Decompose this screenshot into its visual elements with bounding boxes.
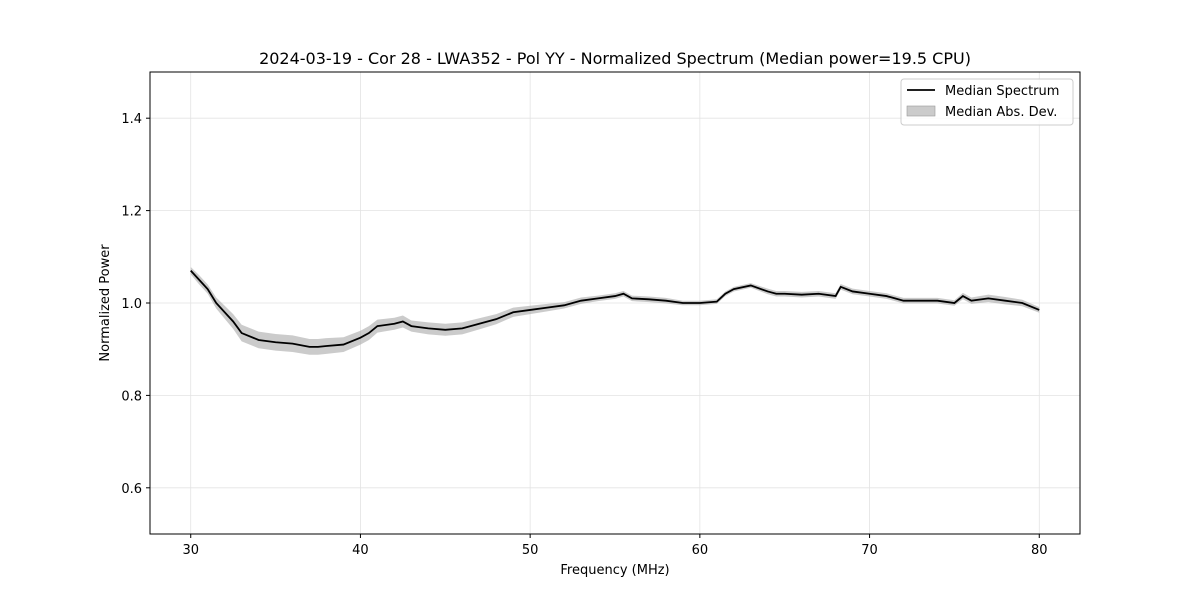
legend-box [900,78,1074,126]
legend-label-median-abs-dev: Median Abs. Dev. [945,105,1057,120]
x-axis-ticks: 30 40 50 60 70 80 [182,534,1048,558]
x-axis-label: Frequency (MHz) [560,563,669,578]
x-tick-label: 70 [861,543,878,558]
x-tick-label: 60 [692,543,709,558]
x-tick-label: 80 [1031,543,1048,558]
legend: Median Spectrum Median Abs. Dev. [900,78,1074,126]
chart-title: 2024-03-19 - Cor 28 - LWA352 - Pol YY - … [259,49,971,68]
legend-band-swatch [906,105,936,117]
y-axis-ticks: 0.6 0.8 1.0 1.2 1.4 [121,112,150,497]
x-tick-label: 30 [182,543,199,558]
y-tick-label: 1.2 [121,205,142,220]
y-axis-label: Normalized Power [98,244,113,362]
y-tick-label: 0.8 [121,389,142,404]
x-tick-label: 50 [522,543,539,558]
median-abs-dev-band [190,266,1040,355]
x-tick-label: 40 [352,543,369,558]
legend-label-median-spectrum: Median Spectrum [945,84,1059,99]
y-tick-label: 0.6 [121,482,142,497]
y-tick-label: 1.0 [121,297,142,312]
median-spectrum-line [190,270,1040,348]
y-tick-label: 1.4 [121,112,142,127]
